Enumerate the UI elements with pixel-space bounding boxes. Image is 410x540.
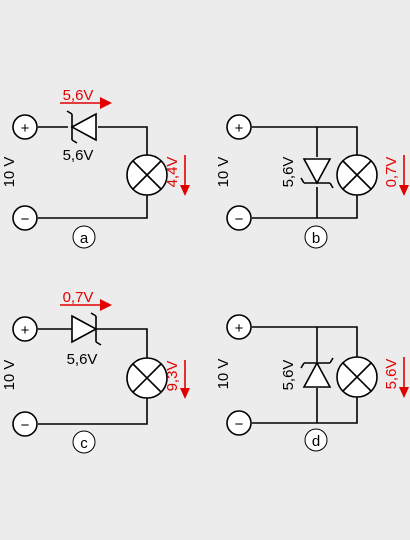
circuit-a-supply-label: 10 V xyxy=(1,157,18,188)
circuit-a-wires xyxy=(38,126,148,219)
circuit-a-lamp-drop: 4,4V xyxy=(164,157,181,188)
circuit-d-supply-label: 10 V xyxy=(215,359,232,390)
circuit-c-plus-terminal xyxy=(12,316,38,342)
circuit-a: + − 10 V 5,6V 5,6V 4,4V a xyxy=(1,87,190,249)
circuit-c-zener-diode xyxy=(71,312,102,346)
circuit-d-letter-circle xyxy=(304,428,328,452)
circuit-b-zener-diode xyxy=(300,158,334,189)
circuit-b-minus-sign: − xyxy=(235,211,244,228)
circuit-c-supply-label: 10 V xyxy=(1,360,18,391)
circuit-c-wires xyxy=(38,328,148,425)
circuit-d-plus-terminal xyxy=(226,314,252,340)
circuit-b-minus-terminal xyxy=(226,205,252,231)
circuit-b-letter-circle xyxy=(304,225,328,249)
circuit-a-minus-sign: − xyxy=(21,211,30,228)
circuit-b-plus-sign: + xyxy=(235,120,244,137)
circuit-d-minus-terminal xyxy=(226,410,252,436)
circuit-d-diode-label: 5,6V xyxy=(280,360,297,391)
circuit-a-minus-terminal xyxy=(12,205,38,231)
circuit-a-zener-diode xyxy=(66,110,97,144)
circuit-b-letter: b xyxy=(312,230,320,247)
circuit-b-plus-terminal xyxy=(226,114,252,140)
circuit-a-diode-drop: 5,6V xyxy=(63,87,94,104)
circuit-a-letter: a xyxy=(80,230,89,247)
circuit-a-lamp-arrowhead xyxy=(180,185,190,196)
circuit-a-plus-terminal xyxy=(12,114,38,140)
circuit-a-lamp xyxy=(126,154,168,196)
circuit-c-minus-sign: − xyxy=(21,417,30,434)
circuit-c-lamp xyxy=(126,357,168,399)
circuit-c: + − 10 V 5,6V 0,7V 9,3V c xyxy=(1,289,190,454)
circuit-d-letter: d xyxy=(312,433,320,450)
circuit-d-wires xyxy=(252,326,358,424)
circuit-c-letter: c xyxy=(80,435,88,452)
circuit-b-diode-label: 5,6V xyxy=(280,157,297,188)
circuit-d-minus-sign: − xyxy=(235,416,244,433)
circuit-c-lamp-drop: 9,3V xyxy=(164,361,181,392)
circuit-d: + − 10 V 5,6V 5,6V d xyxy=(215,314,409,452)
circuit-b-lamp-drop: 0,7V xyxy=(383,157,400,188)
circuit-b: + − 10 V 5,6V 0,7V b xyxy=(215,114,409,249)
circuit-a-plus-sign: + xyxy=(21,120,30,137)
circuit-d-zener-diode xyxy=(300,357,334,388)
circuit-c-diode-label: 5,6V xyxy=(67,351,98,368)
circuit-c-minus-terminal xyxy=(12,411,38,437)
circuit-c-lamp-arrowhead xyxy=(180,388,190,399)
circuit-d-lamp xyxy=(336,356,378,398)
circuit-c-diode-arrowhead xyxy=(100,299,112,311)
circuit-c-letter-circle xyxy=(72,430,96,454)
circuit-b-supply-label: 10 V xyxy=(215,157,232,188)
circuit-c-plus-sign: + xyxy=(21,322,30,339)
circuit-b-wires xyxy=(252,126,358,219)
circuit-b-lamp-arrowhead xyxy=(399,185,409,196)
circuit-a-letter-circle xyxy=(72,225,96,249)
circuit-d-lamp-drop: 5,6V xyxy=(383,359,400,390)
circuit-a-diode-label: 5,6V xyxy=(63,147,94,164)
circuit-b-lamp xyxy=(336,154,378,196)
circuit-a-diode-arrowhead xyxy=(100,97,112,109)
circuit-d-lamp-arrowhead xyxy=(399,387,409,398)
circuit-d-plus-sign: + xyxy=(235,320,244,337)
circuit-c-diode-drop: 0,7V xyxy=(63,289,94,306)
